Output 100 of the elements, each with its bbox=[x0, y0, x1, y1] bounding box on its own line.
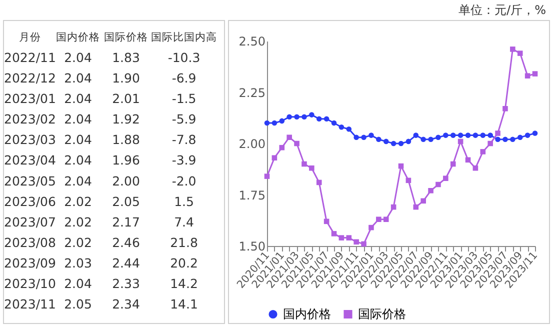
point bbox=[368, 224, 374, 230]
data-label: 14.1 bbox=[170, 296, 198, 312]
data-label: -5.9 bbox=[172, 112, 196, 127]
y-tick-label: 2.50 bbox=[238, 34, 266, 48]
point bbox=[286, 114, 292, 120]
point bbox=[517, 50, 523, 56]
y-tick-label: 2.25 bbox=[238, 86, 266, 100]
data-label: 21.8 bbox=[170, 235, 198, 250]
data-label: -6.9 bbox=[172, 70, 196, 86]
data-label: 14.2 bbox=[170, 276, 198, 292]
point bbox=[495, 130, 500, 136]
data-label: 2.03 bbox=[64, 256, 92, 271]
point bbox=[413, 132, 419, 138]
point bbox=[443, 132, 448, 138]
data-label: 2.04 bbox=[64, 173, 92, 188]
category-label: 2022/11 bbox=[4, 50, 56, 65]
data-label: 2.00 bbox=[112, 173, 140, 188]
category-label: 2023/04 bbox=[4, 152, 56, 168]
category-label: 2023/07 bbox=[4, 214, 56, 230]
point bbox=[316, 180, 322, 186]
point bbox=[331, 120, 337, 126]
point bbox=[309, 112, 314, 118]
y-tick-label: 1.50 bbox=[238, 240, 266, 254]
data-label: 2.04 bbox=[64, 112, 92, 127]
point bbox=[294, 114, 300, 120]
data-label: -10.3 bbox=[168, 50, 200, 65]
point bbox=[472, 132, 478, 138]
point bbox=[480, 149, 486, 154]
text: 国际价格 bbox=[104, 31, 148, 44]
point bbox=[517, 134, 523, 140]
category-label: 2022/12 bbox=[4, 70, 56, 86]
point bbox=[458, 132, 464, 138]
data-label: 2.02 bbox=[64, 235, 92, 250]
point bbox=[331, 231, 337, 236]
data-label: -2.0 bbox=[172, 173, 196, 188]
point bbox=[436, 182, 441, 188]
point bbox=[436, 134, 441, 140]
category-label: 2023/02 bbox=[4, 112, 56, 127]
point bbox=[309, 165, 314, 171]
point bbox=[495, 136, 500, 142]
category-label: 2023/10 bbox=[4, 276, 56, 292]
point bbox=[338, 235, 344, 240]
point bbox=[398, 140, 404, 146]
point bbox=[428, 188, 434, 194]
point bbox=[420, 198, 426, 204]
text: 单位：元/斤，% bbox=[458, 2, 546, 19]
point bbox=[413, 204, 419, 210]
point bbox=[488, 132, 493, 138]
point bbox=[524, 132, 530, 138]
point bbox=[294, 140, 300, 146]
point bbox=[532, 71, 538, 76]
data-label: 2.05 bbox=[64, 296, 92, 312]
text: 国际比国内高 bbox=[151, 30, 217, 44]
point bbox=[443, 176, 448, 181]
data-label: 2.34 bbox=[112, 296, 140, 312]
data-label: 2.02 bbox=[64, 194, 92, 209]
data-label: 2.44 bbox=[112, 256, 140, 271]
point bbox=[279, 144, 285, 150]
point bbox=[272, 120, 278, 126]
data-label: 1.90 bbox=[112, 70, 140, 86]
point bbox=[354, 134, 359, 140]
point bbox=[450, 132, 456, 138]
point bbox=[264, 120, 270, 126]
point bbox=[264, 174, 270, 179]
data-label: 2.17 bbox=[112, 214, 140, 230]
point bbox=[420, 136, 426, 142]
data-label: 2.04 bbox=[64, 276, 92, 292]
data-label: 2.46 bbox=[112, 235, 140, 250]
data-label: 2.02 bbox=[64, 214, 92, 230]
data-label: 2.01 bbox=[112, 91, 140, 106]
data-label: 1.5 bbox=[174, 194, 194, 209]
text: 月份 bbox=[19, 31, 41, 44]
point bbox=[286, 134, 292, 140]
data-label: 2.33 bbox=[112, 276, 140, 292]
category-label: 2023/03 bbox=[4, 132, 56, 148]
point bbox=[488, 140, 493, 146]
point bbox=[510, 136, 516, 142]
y-tick-label: 2.00 bbox=[238, 137, 266, 151]
data-label: 1.88 bbox=[112, 132, 140, 148]
point bbox=[480, 132, 486, 138]
point bbox=[346, 126, 352, 132]
point bbox=[524, 73, 530, 78]
data-label: 1.83 bbox=[112, 50, 140, 65]
data-label: 20.2 bbox=[170, 256, 198, 271]
point bbox=[338, 124, 344, 130]
point bbox=[361, 134, 366, 140]
point bbox=[390, 140, 396, 146]
data-label: 1.92 bbox=[112, 112, 140, 127]
point bbox=[376, 216, 382, 222]
data-label: -7.8 bbox=[172, 132, 196, 148]
point bbox=[510, 46, 516, 52]
point bbox=[302, 114, 307, 120]
point bbox=[346, 235, 352, 240]
data-label: 2.05 bbox=[112, 194, 140, 209]
point bbox=[406, 138, 412, 144]
point bbox=[502, 136, 508, 142]
point bbox=[324, 116, 330, 122]
series-label: 国内价格 bbox=[56, 30, 100, 44]
point bbox=[502, 106, 508, 112]
data-label: 2.04 bbox=[64, 91, 92, 106]
